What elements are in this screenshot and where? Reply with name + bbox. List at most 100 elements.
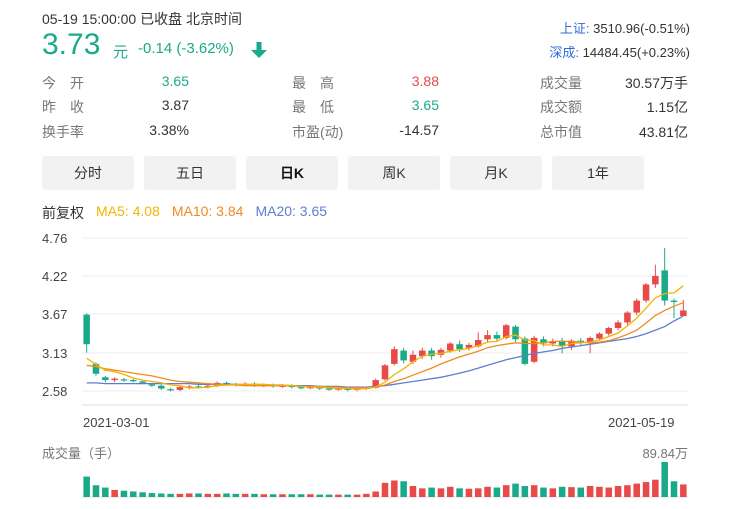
index-name: 深成: xyxy=(549,45,580,60)
candle-body xyxy=(400,350,407,361)
volume-bar xyxy=(232,493,240,497)
volume-bar xyxy=(642,482,650,497)
volume-bar xyxy=(353,494,361,497)
candle-body xyxy=(614,322,622,329)
candle-body xyxy=(288,385,296,388)
index-shanghai: 上证: 3510.96(-0.51%) xyxy=(560,18,690,37)
candle-body xyxy=(605,328,613,334)
volume-bar xyxy=(558,486,566,497)
candle-body xyxy=(391,349,398,364)
volume-bar xyxy=(680,484,687,497)
candle-body xyxy=(530,337,538,362)
candle-body xyxy=(493,335,501,339)
volume-bar xyxy=(167,493,174,497)
candle-body xyxy=(624,312,631,323)
ma20-line xyxy=(86,315,684,388)
volume-bar xyxy=(419,488,426,497)
candle-body xyxy=(465,344,473,348)
candle-body xyxy=(540,339,547,344)
volume-max-label: 89.84万 xyxy=(642,446,688,461)
volume-bar xyxy=(139,492,146,497)
y-tick-label: 2.58 xyxy=(42,384,68,399)
volume-bar xyxy=(288,494,296,497)
stat-value: -14.57 xyxy=(399,122,439,138)
volume-bar xyxy=(605,487,613,497)
volume-bar xyxy=(549,488,557,497)
x-tick-label-start: 2021-03-01 xyxy=(83,415,150,430)
y-tick-label: 4.76 xyxy=(42,231,68,246)
candle-body xyxy=(456,344,463,350)
stat-label: 成交量 xyxy=(540,75,582,91)
candle-body xyxy=(148,384,156,386)
volume-bar xyxy=(474,488,482,497)
volume-bar xyxy=(512,483,519,497)
volume-title: 成交量（手） xyxy=(42,446,121,461)
ma5-line xyxy=(86,285,684,390)
price-change: -0.14 (-3.62%) xyxy=(138,40,234,57)
stat-value: 3.87 xyxy=(161,97,189,113)
volume-bar xyxy=(409,485,417,497)
candle-body xyxy=(642,284,650,301)
volume-bar xyxy=(381,482,389,497)
volume-bar xyxy=(596,486,603,497)
stat-label: 成交额 xyxy=(540,99,582,115)
candle-body xyxy=(512,326,519,340)
volume-bar xyxy=(670,481,678,497)
volume-bar xyxy=(185,493,193,497)
volume-bar xyxy=(446,486,454,497)
stat-label: 今 开 xyxy=(42,75,84,91)
candle-body xyxy=(633,300,640,313)
index-value: 3510.96(-0.51%) xyxy=(589,21,690,36)
down-arrow-icon xyxy=(251,42,267,58)
period-tabs: 分时 五日 日K 周K 月K 1年 xyxy=(42,156,644,190)
volume-bar xyxy=(213,493,221,497)
legend-ma20: MA20: 3.65 xyxy=(255,203,328,219)
tab-0[interactable]: 分时 xyxy=(42,156,134,190)
candle-body xyxy=(130,380,137,382)
volume-bar xyxy=(92,485,100,497)
volume-bar xyxy=(540,487,547,497)
candle-body xyxy=(549,341,557,344)
tab-3[interactable]: 周K xyxy=(348,156,440,190)
candle-body xyxy=(316,387,324,389)
stat-value: 1.15亿 xyxy=(646,99,688,115)
tab-5[interactable]: 1年 xyxy=(552,156,644,190)
candle-body xyxy=(661,270,668,301)
volume-bar xyxy=(176,493,184,497)
tab-2[interactable]: 日K xyxy=(246,156,338,190)
volume-bar xyxy=(325,494,333,497)
volume-bar xyxy=(344,494,351,497)
volume-bar xyxy=(204,493,212,497)
candle-body xyxy=(484,335,491,340)
index-name: 上证: xyxy=(559,21,590,36)
volume-bar xyxy=(260,494,268,497)
tab-4[interactable]: 月K xyxy=(450,156,542,190)
volume-bar xyxy=(577,487,585,497)
volume-bar xyxy=(493,487,501,497)
stat-label: 总市值 xyxy=(540,124,582,140)
candle-body xyxy=(596,333,603,339)
candle-body xyxy=(409,354,417,362)
volume-bar xyxy=(568,487,575,497)
candle-body xyxy=(195,386,202,388)
price-unit: 元 xyxy=(113,44,129,61)
volume-bar xyxy=(614,485,622,497)
legend-ma10: MA10: 3.84 xyxy=(171,203,244,219)
market-status: 05-19 15:00:00 已收盘 北京时间 xyxy=(42,11,242,27)
candle-body xyxy=(558,340,566,347)
tab-1[interactable]: 五日 xyxy=(144,156,236,190)
candle-body xyxy=(474,339,482,347)
candle-body xyxy=(652,275,659,285)
stat-label: 最 高 xyxy=(292,75,334,91)
stat-value: 43.81亿 xyxy=(638,124,688,140)
candle-body xyxy=(419,350,426,357)
stat-label: 市盈(动) xyxy=(292,124,344,140)
candle-body xyxy=(204,385,212,388)
candle-body xyxy=(680,310,687,317)
stat-value: 3.65 xyxy=(411,97,439,113)
candle-body xyxy=(176,387,184,390)
adjust-label[interactable]: 前复权 xyxy=(42,205,84,221)
stat-label: 最 低 xyxy=(292,99,334,115)
candle-body xyxy=(381,365,389,380)
